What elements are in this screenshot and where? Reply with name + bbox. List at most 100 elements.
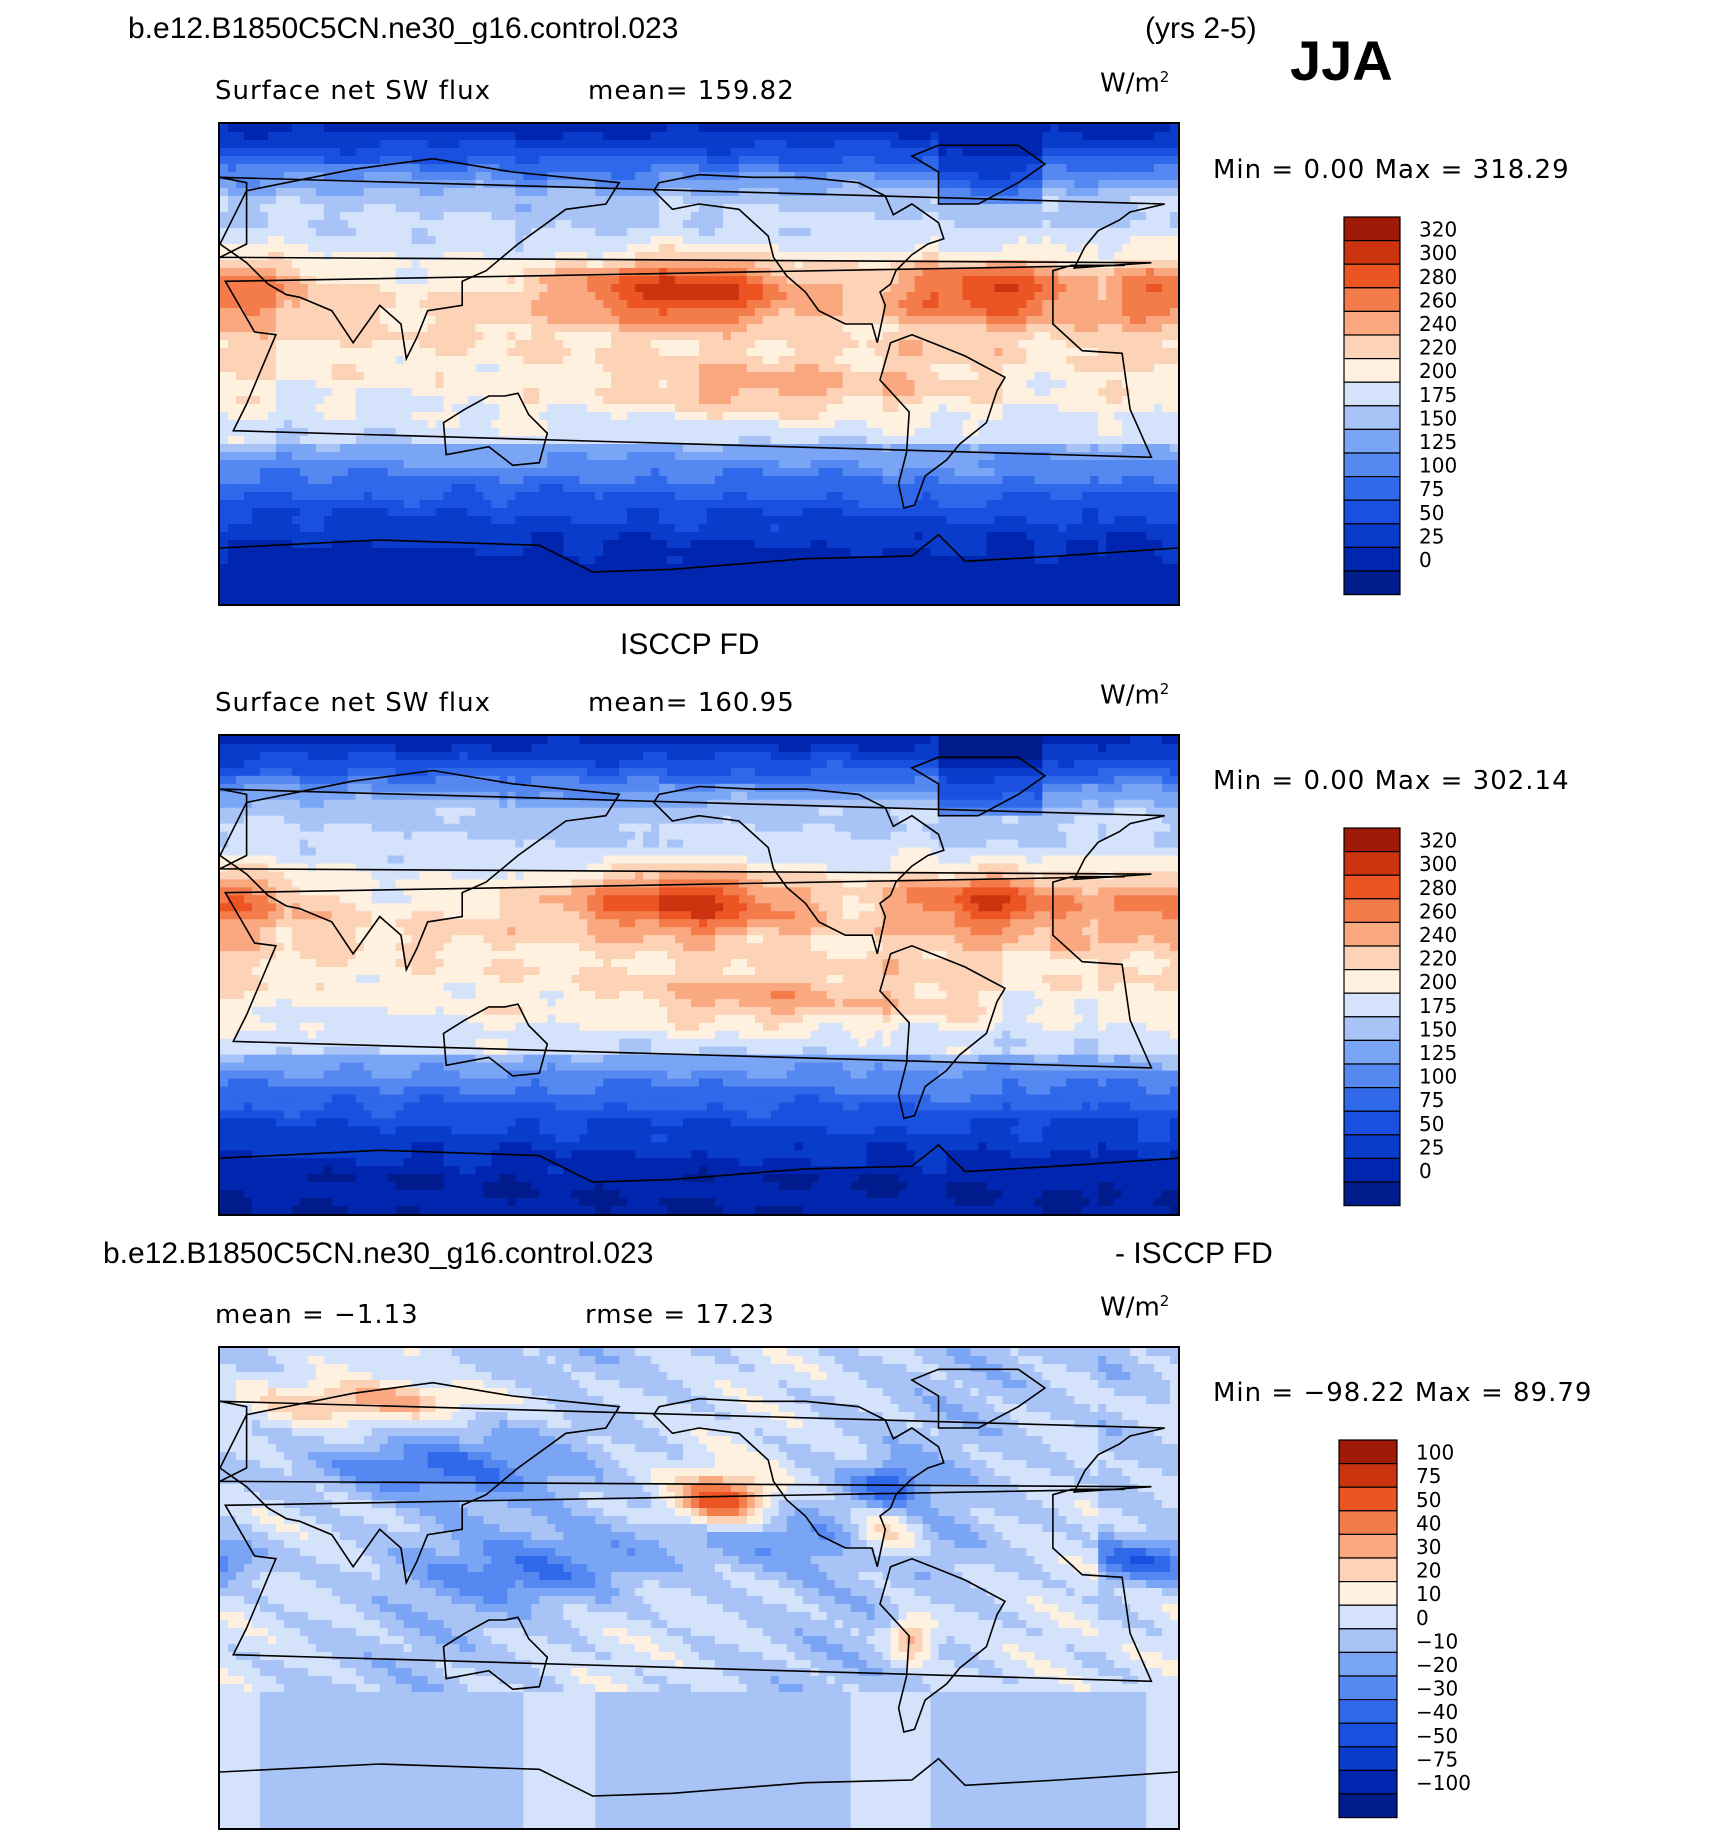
field-cell — [802, 220, 812, 229]
field-cell — [794, 292, 804, 301]
field-cell — [595, 396, 604, 405]
field-cell — [643, 340, 652, 349]
field-cell — [659, 324, 668, 333]
field-cell — [299, 324, 309, 333]
field-cell — [483, 228, 493, 237]
field-cell — [1162, 196, 1171, 205]
field-cell — [1050, 372, 1059, 381]
field-cell — [802, 188, 812, 197]
field-cell — [1090, 164, 1099, 173]
field-cell — [882, 252, 892, 261]
field-cell — [227, 268, 237, 277]
field-cell — [938, 220, 948, 229]
field-cell — [331, 356, 341, 365]
field-cell — [683, 236, 692, 245]
field-cell — [267, 316, 277, 325]
field-cell — [555, 188, 564, 197]
field-cell — [1066, 348, 1075, 357]
field-cell — [738, 332, 748, 341]
field-cell — [523, 164, 532, 173]
field-cell — [563, 388, 572, 397]
field-cell — [1138, 244, 1147, 253]
field-cell — [603, 172, 612, 181]
field-cell — [794, 244, 804, 253]
field-cell — [603, 220, 612, 229]
field-cell — [387, 404, 397, 413]
field-cell — [555, 348, 564, 357]
field-cell — [826, 244, 836, 253]
field-cell — [1042, 220, 1051, 229]
field-cell — [603, 252, 612, 261]
field-cell — [962, 156, 972, 165]
field-cell — [1098, 404, 1107, 413]
field-cell — [315, 140, 325, 149]
field-cell — [946, 300, 956, 309]
field-cell — [1058, 284, 1067, 293]
field-cell — [890, 364, 900, 373]
field-cell — [1050, 388, 1059, 397]
field-cell — [571, 396, 580, 405]
field-cell — [1050, 404, 1059, 413]
field-cell — [435, 452, 445, 461]
field-cell — [571, 316, 580, 325]
field-cell — [1098, 332, 1107, 341]
field-cell — [778, 380, 788, 389]
field-cell — [683, 196, 692, 205]
field-cell — [395, 428, 405, 437]
field-cell — [220, 324, 229, 333]
field-cell — [435, 204, 445, 213]
field-cell — [539, 420, 548, 429]
field-cell — [1018, 436, 1027, 445]
field-cell — [419, 324, 429, 333]
field-cell — [371, 284, 381, 293]
field-cell — [683, 372, 692, 381]
field-cell — [834, 396, 844, 405]
field-cell — [730, 324, 740, 333]
field-cell — [826, 212, 836, 221]
field-cell — [619, 332, 628, 341]
field-cell — [451, 372, 461, 381]
field-cell — [1050, 260, 1059, 269]
field-cell — [243, 164, 253, 173]
field-cell — [1074, 300, 1083, 309]
field-cell — [922, 420, 932, 429]
field-cell — [994, 236, 1003, 245]
field-cell — [826, 276, 836, 285]
field-cell — [1066, 316, 1075, 325]
field-cell — [459, 292, 469, 301]
field-cell — [1042, 316, 1051, 325]
field-cell — [970, 420, 980, 429]
field-cell — [1106, 340, 1115, 349]
field-cell — [403, 124, 413, 133]
field-cell — [539, 244, 548, 253]
field-cell — [363, 356, 373, 365]
field-cell — [802, 204, 812, 213]
field-cell — [395, 188, 405, 197]
field-cell — [387, 148, 397, 157]
field-cell — [395, 284, 405, 293]
field-cell — [323, 348, 333, 357]
field-cell — [994, 204, 1003, 213]
field-cell — [523, 388, 532, 397]
field-cell — [507, 356, 516, 365]
field-cell — [547, 404, 556, 413]
field-cell — [802, 180, 812, 189]
field-cell — [1098, 356, 1107, 365]
field-cell — [842, 356, 852, 365]
field-cell — [627, 364, 636, 373]
field-cell — [483, 372, 493, 381]
field-cell — [946, 284, 956, 293]
field-cell — [251, 132, 261, 141]
field-cell — [427, 236, 437, 245]
field-cell — [643, 452, 652, 461]
field-cell — [259, 236, 269, 245]
field-cell — [579, 292, 588, 301]
field-cell — [651, 396, 660, 405]
field-cell — [1066, 156, 1075, 165]
field-cell — [643, 332, 652, 341]
field-cell — [435, 396, 445, 405]
field-cell — [475, 436, 485, 445]
field-cell — [978, 300, 987, 309]
field-cell — [483, 300, 493, 309]
field-cell — [1114, 236, 1123, 245]
